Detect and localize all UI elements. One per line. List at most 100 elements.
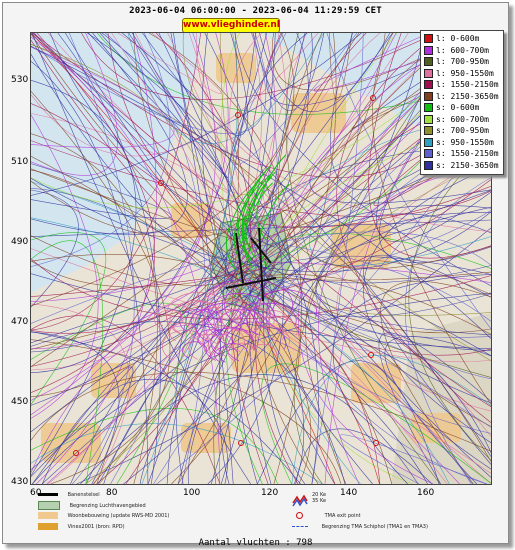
approach-loop [201,300,270,345]
flight-track [228,274,491,335]
x-tick-label: 80 [106,488,118,498]
flight-track [31,181,255,281]
flight-track [31,240,104,484]
flight-track [158,33,275,298]
flight-track [122,33,491,457]
flight-track [31,408,278,484]
flight-track [85,262,242,484]
flight-track [31,303,130,484]
flight-track [70,205,491,484]
legend-label: s: 2150-3650m [436,160,499,170]
key-ke-labels: 20 Ke 35 Ke [312,492,327,504]
time-range-title: 2023-06-04 06:00:00 - 2023-06-04 11:29:5… [129,6,382,16]
flight-track [235,33,262,243]
y-tick-label: 490 [11,237,29,247]
flight-track [339,434,488,484]
flight-track [31,259,260,344]
x-tick-label: 100 [183,488,201,498]
departure-track [259,183,290,270]
legend-item: l: 600-700m [424,45,489,56]
approach-loop [249,343,277,363]
flight-track [31,339,342,484]
flight-track [31,44,215,484]
tma-exit-point [368,352,374,358]
y-tick-label: 470 [11,317,29,327]
flight-track [31,267,269,297]
flight-track [210,268,266,484]
flight-track [65,33,228,261]
flight-track [31,46,491,339]
approach-loop [190,309,221,330]
flight-track [76,227,491,484]
flight-track [31,372,491,452]
flight-track [141,33,238,484]
flight-track [293,33,468,484]
flight-track [80,374,419,484]
flight-track [31,235,234,286]
approach-loop [227,342,256,362]
flight-track [31,33,118,176]
flight-track [264,295,381,484]
approach-loop [210,327,255,356]
town-area [411,413,461,443]
x-tick-label: 160 [417,488,435,498]
flight-track [326,33,491,330]
legend-label: s: 700-950m [436,126,489,135]
flight-track [42,379,301,484]
approach-loop [201,326,245,355]
approach-loop [253,289,317,331]
legend-item: l: 0-600m [424,34,479,44]
legend-item: s: 950-1550m [424,137,494,148]
housing-swatch [38,512,58,519]
legend-item: s: 1550-2150m [424,149,499,159]
legend-swatch [424,57,433,66]
flight-track [31,80,137,476]
flight-track [132,33,491,478]
flight-track [405,177,491,484]
legend-item: l: 2150-3650m [424,91,499,102]
legend-item: l: 950-1550m [424,68,494,79]
legend-label: l: 2150-3650m [436,91,499,101]
x-tick-label: 120 [261,488,279,498]
flight-track [272,288,491,403]
legend-swatch [424,160,433,170]
departure-track [256,154,287,241]
departure-track [225,184,256,270]
flight-track [261,363,491,484]
altitude-legend: l: 0-600m l: 600-700m l: 700-950m l: 950-15… [420,30,504,175]
legend-swatch [424,80,433,89]
flight-track [226,262,448,484]
flight-track [318,165,491,484]
departure-track [237,169,268,255]
map-window: 2023-06-04 06:00:00 - 2023-06-04 11:29:5… [2,2,509,548]
flight-track [246,260,491,284]
flight-track [249,278,272,484]
flight-track [246,267,491,470]
flight-track [135,33,491,484]
key-airport-boundary: Begrenzing Luchthavengebied [38,501,146,510]
key-vinex: Vinex2001 (bron: RPD) [38,523,125,530]
departure-track [242,176,273,262]
legend-label: l: 600-700m [436,45,489,55]
approach-loop [153,303,194,331]
legend-label: l: 0-600m [436,34,480,43]
brand-link[interactable]: www.vlieghinder.nl [182,18,280,33]
x-tick-label: 60 [30,488,42,498]
legend-label: l: 1550-2150m [436,80,499,89]
flight-track [31,423,323,484]
approach-loop [197,329,225,347]
flight-track [31,33,295,307]
approach-loop [194,302,256,343]
key-runway: Banenstelsel [38,492,100,498]
flight-track [313,33,491,92]
flight-track [127,33,324,145]
vinex-swatch [38,523,58,530]
legend-swatch [424,103,433,112]
flight-track [228,251,361,484]
key-tma-exit: TMA exit point [296,512,361,519]
flight-track [252,33,325,112]
flight-track [31,54,237,297]
legend-label: s: 0-600m [436,103,480,112]
flight-track [376,33,491,242]
flight-track [31,36,220,484]
